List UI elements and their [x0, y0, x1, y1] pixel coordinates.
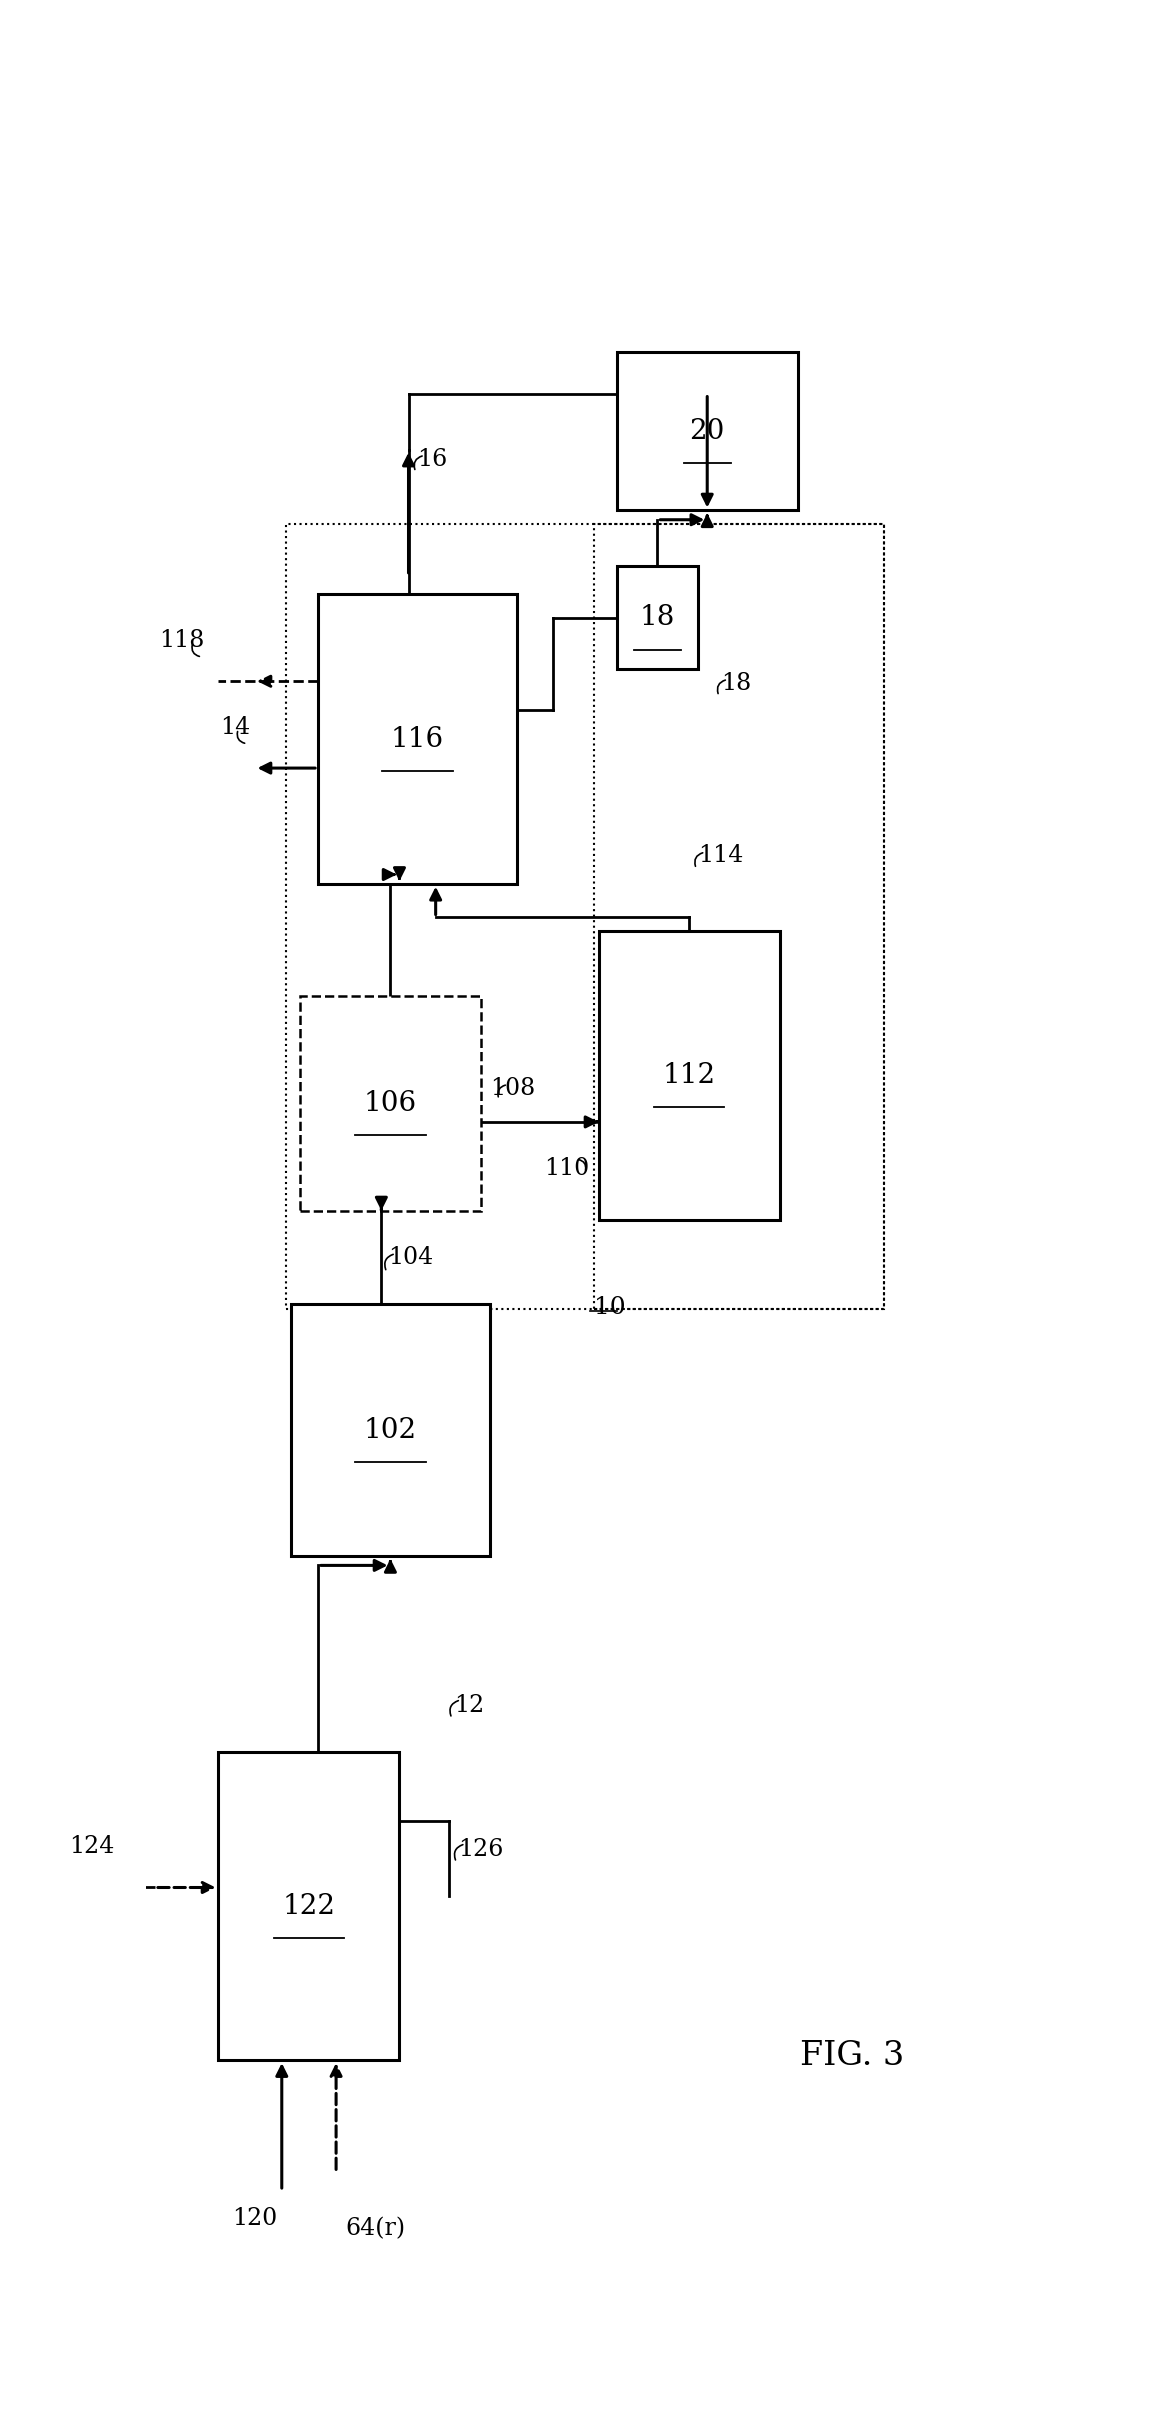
Text: 126: 126: [458, 1838, 503, 1860]
Bar: [598, 931, 780, 1220]
Text: 122: 122: [283, 1892, 335, 1921]
Text: 104: 104: [389, 1246, 433, 1268]
Text: 124: 124: [69, 1836, 114, 1858]
Text: 16: 16: [418, 449, 447, 470]
Text: 18: 18: [721, 672, 751, 694]
Text: 106: 106: [364, 1089, 417, 1118]
Bar: [617, 567, 698, 669]
Bar: [300, 997, 481, 1210]
Text: 20: 20: [689, 417, 725, 444]
Text: 116: 116: [391, 725, 444, 752]
Text: 108: 108: [491, 1077, 535, 1101]
Bar: [218, 1753, 399, 2061]
Text: 12: 12: [453, 1695, 484, 1717]
Text: 118: 118: [160, 628, 204, 652]
Bar: [286, 524, 884, 1310]
Bar: [318, 594, 517, 883]
Bar: [595, 524, 884, 1310]
Text: 10: 10: [595, 1295, 626, 1319]
Text: 112: 112: [662, 1062, 716, 1089]
Text: 110: 110: [544, 1157, 590, 1181]
Text: FIG. 3: FIG. 3: [800, 2039, 904, 2071]
Text: 120: 120: [232, 2207, 277, 2231]
Bar: [291, 1305, 491, 1557]
Text: 64(r): 64(r): [346, 2216, 405, 2241]
Bar: [617, 352, 798, 509]
Text: 102: 102: [364, 1416, 417, 1443]
Text: 14: 14: [220, 715, 250, 740]
Text: 18: 18: [640, 604, 675, 631]
Text: 114: 114: [698, 844, 744, 868]
